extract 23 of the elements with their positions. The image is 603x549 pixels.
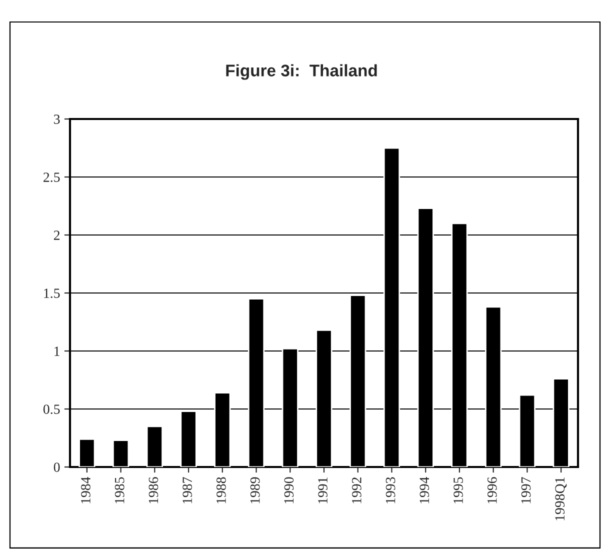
x-tick-label: 1985	[114, 477, 124, 504]
x-tick-label: 1995	[454, 477, 463, 504]
y-tick-label: 1.5	[44, 288, 60, 298]
y-tick-label: 1	[54, 346, 60, 356]
y-tick-label: 3	[54, 114, 60, 124]
x-tick-label: 1989	[250, 477, 260, 504]
chart-title: Figure 3i: Thailand	[226, 64, 377, 80]
x-tick-label: 1998Q1	[555, 478, 567, 520]
x-tick-label: 1992	[352, 477, 362, 504]
y-tick-label: 0	[54, 462, 60, 472]
x-tick-label: 1990	[284, 477, 294, 504]
y-tick-label: 2.5	[44, 172, 60, 182]
x-tick-label: 1988	[216, 477, 226, 504]
x-tick-label: 1991	[318, 478, 328, 504]
x-tick-label: 1996	[487, 477, 497, 504]
x-tick-label: 1997	[521, 477, 531, 504]
y-tick-label: 0.5	[43, 404, 60, 414]
x-tick-label: 1984	[81, 476, 90, 504]
x-tick-label: 1986	[148, 477, 158, 504]
x-tick-label: 1994	[420, 476, 430, 504]
y-tick-label: 2	[54, 230, 60, 240]
x-tick-label: 1993	[386, 477, 396, 504]
x-tick-label: 1987	[182, 477, 192, 504]
